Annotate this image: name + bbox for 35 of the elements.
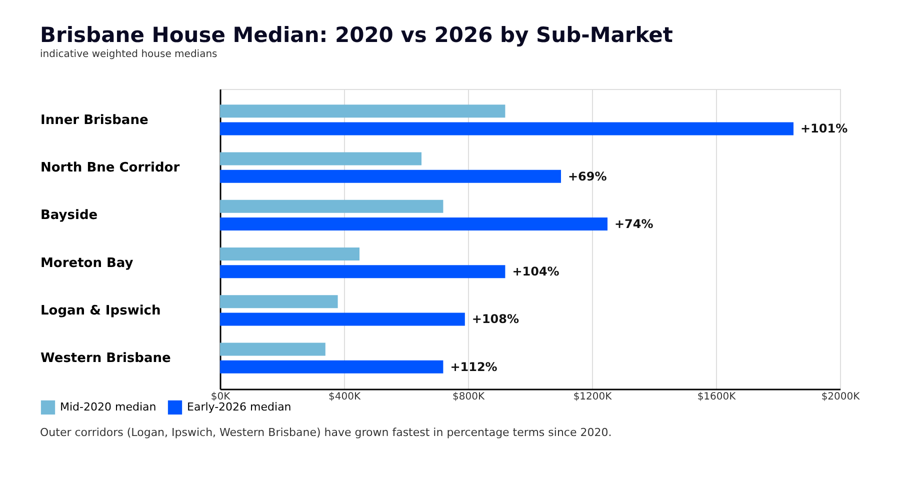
x-tick-label: $1200K xyxy=(573,392,612,402)
chart-title: Brisbane House Median: 2020 vs 2026 by Sub-Market xyxy=(40,23,673,47)
bar xyxy=(220,170,561,183)
y-tick-label: Western Brisbane xyxy=(40,351,171,366)
bar xyxy=(220,122,794,136)
text: indicative weighted house medians xyxy=(40,49,218,60)
bar xyxy=(220,295,338,308)
legend-label: Early-2026 median xyxy=(187,400,292,414)
annotation: +112% xyxy=(450,360,498,374)
bar xyxy=(220,217,608,230)
y-tick-label: Inner Brisbane xyxy=(40,112,148,128)
annotation: +108% xyxy=(472,312,520,326)
annotation: +104% xyxy=(512,264,560,279)
annotation: +101% xyxy=(800,122,848,136)
y-tick-label: North Bne Corridor xyxy=(40,160,180,176)
legend-label: Mid-2020 median xyxy=(60,400,156,414)
x-tick-label: $800K xyxy=(452,392,485,402)
bar xyxy=(220,312,465,326)
x-tick-label: $2000K xyxy=(821,392,860,402)
y-tick-label: Moreton Bay xyxy=(40,256,134,271)
x-tick-label: $400K xyxy=(328,392,361,402)
bar xyxy=(220,265,506,278)
y-tick-label: Logan & Ipswich xyxy=(40,303,161,318)
x-tick-label: $0K xyxy=(210,392,231,402)
x-tick-label: $1600K xyxy=(697,392,736,402)
text: Outer corridors (Logan, Ipswich, Western Brisbane) have grown fastest in percentage terms since 2020. xyxy=(40,426,612,439)
annotation: +74% xyxy=(614,216,654,231)
annotation: +69% xyxy=(568,169,607,184)
bar xyxy=(220,152,422,166)
bar xyxy=(220,200,444,213)
bar xyxy=(220,248,360,261)
y-tick-label: Bayside xyxy=(40,208,98,224)
bar xyxy=(220,342,326,356)
bar xyxy=(220,104,506,118)
bar xyxy=(220,360,444,374)
